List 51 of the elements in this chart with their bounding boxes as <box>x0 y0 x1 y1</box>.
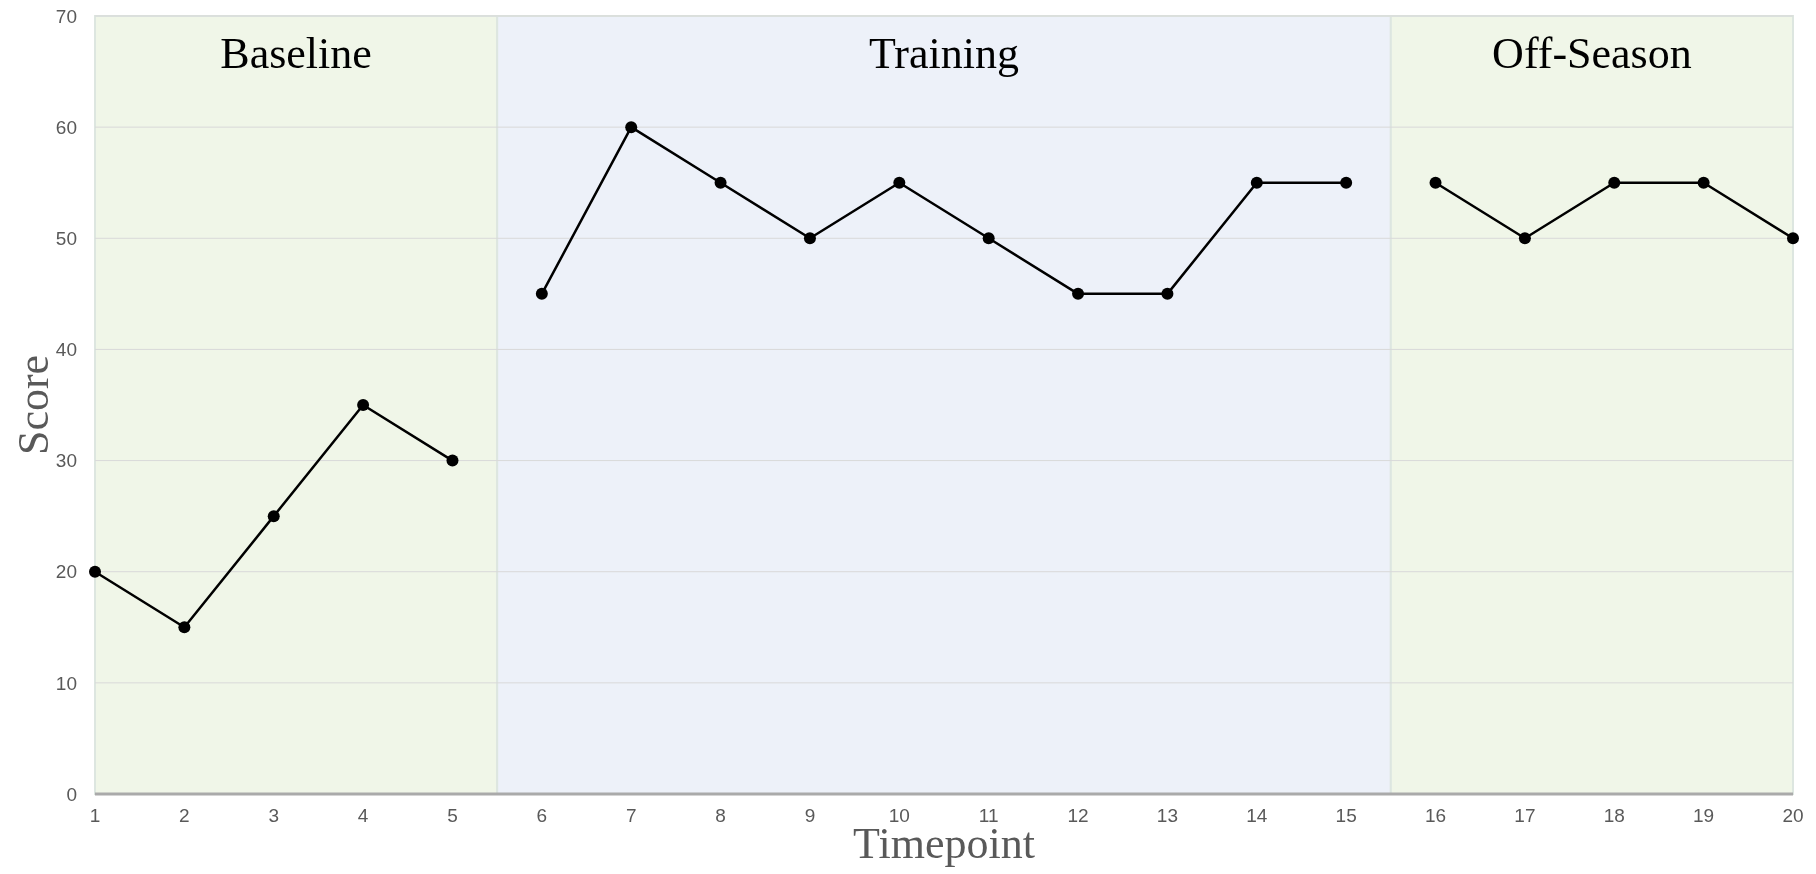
x-tick-label: 3 <box>268 805 280 826</box>
x-tick-label: 7 <box>625 805 637 826</box>
x-tick-label: 15 <box>1335 805 1357 826</box>
band-label: Training <box>869 29 1019 78</box>
point <box>1250 176 1263 189</box>
x-tick-label: 11 <box>978 805 999 826</box>
y-tick-label: 10 <box>55 672 77 694</box>
point <box>893 176 906 189</box>
y-axis-title: Score <box>9 354 58 456</box>
point <box>625 121 638 134</box>
x-tick-label: 2 <box>179 805 190 826</box>
point <box>982 232 995 245</box>
y-tick-label: 20 <box>55 561 77 583</box>
point <box>357 399 370 411</box>
x-tick-label: 18 <box>1603 805 1625 826</box>
x-tick-label: 8 <box>715 805 726 826</box>
point <box>1518 232 1531 245</box>
point <box>535 287 548 300</box>
y-tick-label: 0 <box>66 783 77 805</box>
point <box>89 565 101 578</box>
x-tick-label: 19 <box>1693 805 1715 826</box>
x-tick-label: 6 <box>536 805 548 826</box>
point <box>1608 176 1621 189</box>
x-tick-label: 1 <box>89 805 101 826</box>
y-tick-label: 30 <box>55 450 77 472</box>
y-tick-label: 40 <box>55 339 77 361</box>
x-tick-label: 20 <box>1782 805 1804 826</box>
x-tick-label: 16 <box>1424 805 1447 826</box>
y-tick-label: 60 <box>55 116 77 138</box>
point <box>446 454 459 467</box>
point <box>1340 176 1353 189</box>
x-tick-label: 5 <box>447 805 458 826</box>
x-tick-label: 12 <box>1067 805 1089 826</box>
point <box>1072 287 1085 300</box>
x-tick-label: 9 <box>804 805 816 826</box>
x-tick-label: 14 <box>1246 805 1268 826</box>
point <box>267 510 280 523</box>
point <box>1697 176 1710 189</box>
point <box>1429 176 1442 189</box>
x-tick-label: 13 <box>1156 805 1178 826</box>
point <box>1787 232 1799 245</box>
y-tick-label: 50 <box>55 227 77 249</box>
x-tick-label: 4 <box>357 805 369 826</box>
band-label: Baseline <box>220 29 372 78</box>
point <box>178 621 191 634</box>
y-tick-label: 70 <box>55 5 77 27</box>
point <box>714 176 727 189</box>
point <box>803 232 816 245</box>
x-tick-label: 17 <box>1514 805 1536 826</box>
band-label: Off-Season <box>1492 29 1692 78</box>
point <box>1161 287 1174 300</box>
